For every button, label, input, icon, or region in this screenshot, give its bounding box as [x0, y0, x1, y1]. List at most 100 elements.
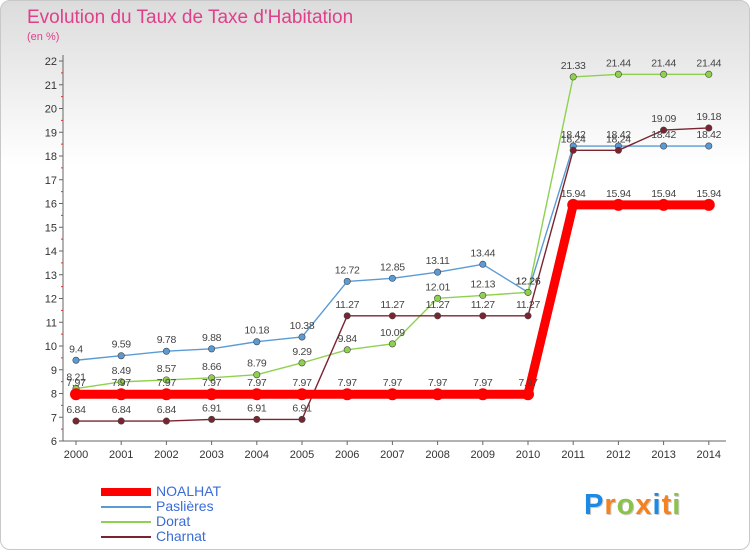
legend-swatch	[101, 488, 151, 496]
y-tick-label: 15	[45, 222, 57, 234]
data-point-noalhat	[205, 388, 218, 401]
data-point-charnat	[479, 312, 487, 320]
data-label-pasli-res: 12.26	[516, 275, 541, 287]
data-point-noalhat	[567, 198, 580, 211]
data-point-dorat	[343, 346, 351, 354]
data-point-dorat	[253, 371, 261, 379]
data-point-charnat	[253, 415, 261, 423]
data-label-pasli-res: 9.4	[69, 343, 83, 355]
data-label-charnat: 19.09	[651, 113, 676, 125]
data-point-pasli-res	[660, 142, 668, 150]
legend-item-noalhat: NOALHAT	[101, 483, 321, 500]
y-tick-label: 13	[45, 270, 57, 282]
data-label-pasli-res: 10.18	[244, 325, 269, 337]
data-point-charnat	[660, 126, 668, 134]
x-tick-label: 2013	[651, 449, 675, 461]
data-label-charnat: 6.84	[112, 404, 132, 416]
legend-item-pasli-res: Paslières	[101, 498, 321, 515]
data-point-noalhat	[250, 388, 263, 401]
data-point-dorat	[434, 294, 442, 302]
data-label-noalhat: 7.97	[518, 377, 538, 389]
data-point-pasli-res	[117, 352, 125, 360]
data-label-dorat: 21.44	[606, 57, 631, 69]
x-tick-label: 2008	[425, 449, 449, 461]
data-label-charnat: 11.27	[335, 299, 359, 311]
data-point-noalhat	[386, 388, 399, 401]
y-tick-label: 17	[45, 175, 57, 187]
data-label-pasli-res: 10.38	[290, 320, 315, 332]
logo-letter: i	[672, 489, 682, 521]
data-point-charnat	[524, 312, 532, 320]
chart-title: Evolution du Taux de Taxe d'Habitation	[27, 7, 354, 28]
data-point-dorat	[569, 73, 577, 81]
data-label-charnat: 11.27	[426, 299, 450, 311]
data-label-dorat: 12.01	[425, 281, 450, 293]
data-point-pasli-res	[343, 277, 351, 285]
data-point-charnat	[117, 417, 125, 425]
data-label-pasli-res: 13.11	[426, 255, 450, 267]
data-label-noalhat: 15.94	[651, 188, 676, 200]
data-label-pasli-res: 12.72	[335, 264, 360, 276]
legend-label: Dorat	[156, 513, 191, 529]
data-label-dorat: 12.26	[516, 275, 541, 287]
data-label-dorat: 9.29	[292, 346, 312, 358]
data-label-dorat: 21.44	[696, 57, 721, 69]
x-tick-label: 2004	[245, 449, 269, 461]
data-label-pasli-res: 13.44	[470, 247, 495, 259]
data-point-noalhat	[476, 388, 489, 401]
legend-label: Paslières	[156, 498, 214, 514]
data-label-dorat: 10.09	[380, 327, 405, 339]
data-point-dorat	[298, 359, 306, 367]
legend-label: NOALHAT	[156, 483, 222, 499]
data-label-dorat: 21.33	[561, 60, 586, 72]
data-label-charnat: 11.27	[471, 299, 495, 311]
data-point-noalhat	[431, 388, 444, 401]
data-point-noalhat	[341, 388, 354, 401]
data-point-dorat	[660, 70, 668, 78]
data-point-pasli-res	[72, 356, 80, 364]
y-tick-label: 22	[45, 56, 57, 68]
x-tick-label: 2012	[606, 449, 630, 461]
data-label-noalhat: 7.97	[428, 377, 448, 389]
data-label-dorat: 8.66	[202, 361, 222, 373]
data-point-charnat	[298, 415, 306, 423]
data-label-noalhat: 15.94	[606, 188, 631, 200]
data-point-noalhat	[657, 198, 670, 211]
data-label-charnat: 6.91	[247, 402, 267, 414]
y-tick-label: 11	[46, 317, 57, 329]
x-tick-label: 2005	[290, 449, 314, 461]
data-point-pasli-res	[479, 260, 487, 268]
data-point-noalhat	[296, 388, 308, 401]
data-label-pasli-res: 12.85	[380, 261, 405, 273]
data-point-charnat	[343, 312, 351, 320]
x-tick-label: 2014	[697, 449, 721, 461]
data-point-charnat	[388, 312, 396, 320]
y-tick-label: 19	[45, 127, 57, 139]
data-point-dorat	[162, 376, 170, 384]
logo-letter: o	[616, 489, 636, 521]
legend-label: Charnat	[156, 528, 206, 544]
data-point-charnat	[705, 124, 713, 132]
data-label-charnat: 6.84	[157, 404, 177, 416]
data-point-pasli-res	[162, 347, 170, 355]
y-tick-label: 21	[45, 80, 57, 92]
y-tick-label: 7	[51, 412, 57, 424]
legend-item-charnat: Charnat	[101, 528, 321, 545]
data-label-pasli-res: 18.42	[561, 129, 586, 141]
data-label-pasli-res: 9.78	[157, 334, 177, 346]
data-point-dorat	[479, 291, 487, 299]
data-label-noalhat: 7.97	[292, 377, 312, 389]
data-point-noalhat	[522, 388, 534, 401]
data-point-noalhat	[160, 388, 173, 401]
data-label-noalhat: 15.94	[696, 188, 721, 200]
logo-letter: t	[661, 489, 673, 521]
data-label-pasli-res: 9.88	[202, 332, 222, 344]
data-label-charnat: 11.27	[516, 299, 540, 311]
data-label-noalhat: 7.97	[202, 377, 222, 389]
logo-letter: x	[635, 489, 653, 521]
data-point-pasli-res	[388, 274, 396, 282]
data-point-pasli-res	[208, 345, 216, 353]
data-label-charnat: 18.24	[561, 133, 586, 145]
data-label-charnat: 18.24	[606, 133, 631, 145]
